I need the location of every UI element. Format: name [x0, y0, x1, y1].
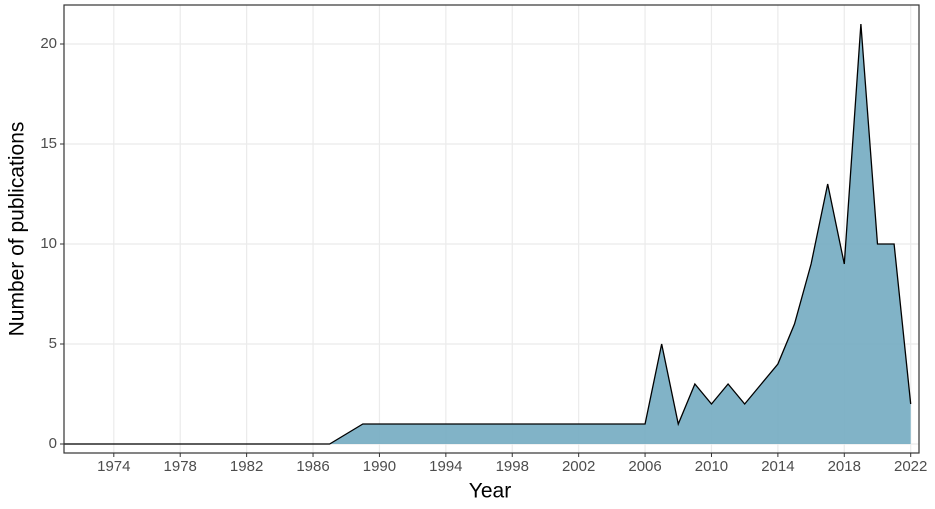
x-tick-label: 2022	[894, 458, 927, 475]
panel-border	[63, 4, 920, 454]
area	[64, 24, 911, 444]
line	[64, 23, 912, 445]
y-axis-label: Number of publications	[6, 122, 29, 337]
y-tick-label: 20	[40, 35, 57, 52]
x-tick-label: 2014	[761, 458, 794, 475]
x-tick-label: 2002	[562, 458, 595, 475]
x-tick-label: 1986	[296, 458, 329, 475]
x-axis-label: Year	[469, 480, 511, 503]
x-tick-label: 1982	[230, 458, 263, 475]
x-tick-label: 1978	[164, 458, 197, 475]
x-tick-label: 1994	[429, 458, 462, 475]
y-tick-label: 0	[49, 435, 57, 452]
x-tick-label: 1974	[97, 458, 130, 475]
y-tick-label: 10	[40, 235, 57, 252]
x-tick-label: 1998	[496, 458, 529, 475]
x-tick-label: 2006	[628, 458, 661, 475]
y-tick-label: 15	[40, 135, 57, 152]
x-tick-label: 1990	[363, 458, 396, 475]
y-tick-label: 5	[49, 335, 57, 352]
x-tick-label: 2010	[695, 458, 728, 475]
x-tick-label: 2018	[828, 458, 861, 475]
